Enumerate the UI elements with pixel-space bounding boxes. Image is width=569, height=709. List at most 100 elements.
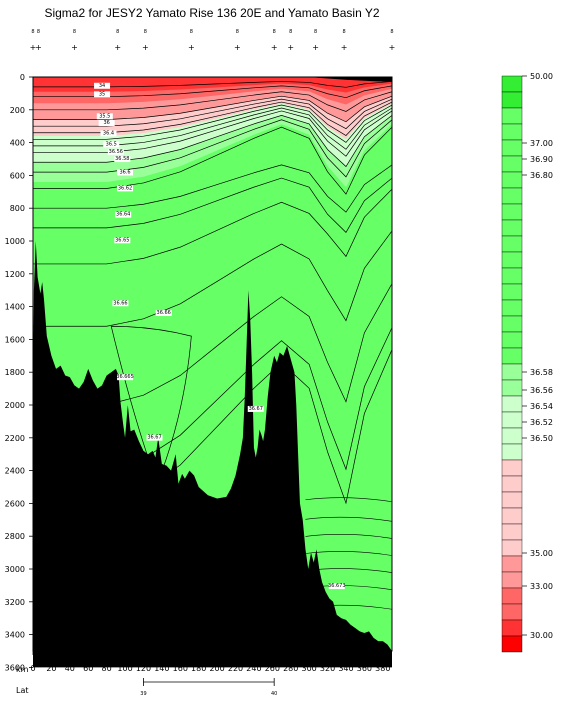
y-tick-label: 1400	[5, 303, 25, 312]
station-markers: 8 +8 +8 +8 +8 +8 +8 +8 +8 +8 +8 +8 +	[30, 29, 396, 52]
contour-line	[33, 110, 393, 157]
y-tick-label: 400	[10, 139, 25, 148]
y-tick-label: 2000	[5, 401, 25, 410]
x-tick-label: 260	[265, 664, 280, 673]
x-tick-label: 180	[191, 664, 206, 673]
colorbar-segment	[501, 379, 523, 397]
contour-label: 36.66	[157, 310, 171, 316]
contour-label-group: 36.58	[114, 156, 131, 163]
y-tick-label: 1200	[5, 270, 25, 279]
contour-label-bg	[107, 148, 124, 155]
station-label: 8	[73, 29, 76, 35]
contour-line	[33, 98, 393, 130]
contour-label-bg	[247, 405, 264, 412]
colorbar-label: 36.50	[530, 434, 553, 443]
contour-label-bg	[115, 211, 132, 218]
colorbar-segment	[501, 411, 523, 429]
colorbar-segment	[501, 491, 523, 509]
colorbar: 50.00 37.00 36.90 36.80 36.58 36.56 36.54 36.52…	[501, 72, 553, 653]
contour-label: 36.65	[115, 237, 129, 243]
lat-axis-label: Lat	[16, 686, 29, 695]
x-tick-label: 60	[83, 664, 93, 673]
contour-label-group: 36.56	[107, 148, 124, 155]
station-marker: +	[71, 43, 78, 52]
x-tick-label: 20	[46, 664, 56, 673]
contour-label-group: 35.5	[96, 113, 113, 120]
contour-label: 36.673	[328, 583, 346, 589]
chart-title: Sigma2 for JESY2 Yamato Rise 136 20E and…	[44, 6, 379, 20]
contour-label-bg	[117, 169, 134, 176]
lat-tick-label: 39	[140, 691, 146, 697]
contour-label: 36.64	[116, 212, 130, 218]
colorbar-label: 37.00	[530, 139, 553, 148]
colorbar-segment	[501, 235, 523, 253]
y-axis: 0 200 400 600 800 1000 1200 1400 1600 1800 2000 220…	[5, 73, 33, 672]
colorbar-segment	[501, 251, 523, 269]
colorbar-segment	[501, 331, 523, 349]
x-tick-label: 40	[65, 664, 75, 673]
contour-label: 35.5	[99, 113, 110, 119]
contour-label-bg	[328, 583, 345, 590]
contour-label: 36.6	[119, 170, 130, 176]
contour-label-group: 36.62	[117, 185, 134, 192]
contour-label-bg	[117, 374, 134, 381]
station-marker: +	[114, 43, 121, 52]
contour-line	[33, 115, 393, 168]
station-marker: +	[35, 43, 42, 52]
colorbar-label: 50.00	[530, 72, 553, 81]
colorbar-segment	[501, 523, 523, 541]
colorbar-segment	[501, 171, 523, 189]
station-label: 8	[390, 29, 393, 35]
colorbar-segment	[501, 139, 523, 157]
deep-contour	[305, 534, 393, 539]
contour-line	[33, 104, 393, 143]
colorbar-segment	[501, 75, 523, 93]
contour-label: 35	[99, 91, 105, 97]
x-tick-label: 140	[154, 664, 169, 673]
y-tick-label: 3400	[5, 631, 25, 640]
colorbar-segment	[501, 571, 523, 589]
x-tick-label: 320	[320, 664, 335, 673]
contour-label-group: 36.5	[103, 141, 120, 148]
contour-label-bg	[94, 91, 111, 98]
contour-label-bg	[94, 82, 111, 89]
contour-label: 36.56	[109, 149, 123, 155]
contour-label-group: 36.66	[155, 310, 172, 317]
contour-label-bg	[114, 156, 131, 163]
station-marker: +	[234, 43, 241, 52]
y-tick-label: 1600	[5, 335, 25, 344]
x-tick-label: 200	[209, 664, 224, 673]
colorbar-segment	[501, 459, 523, 477]
colorbar-segment	[501, 619, 523, 637]
plot-frame	[32, 76, 393, 652]
colorbar-segment	[501, 91, 523, 109]
contour-label: 36.665	[116, 374, 134, 380]
colorbar-segment	[501, 555, 523, 573]
contour-label-group: 36.66	[112, 300, 129, 307]
station-label: 8	[144, 29, 147, 35]
contour-label: 36.67	[249, 406, 263, 412]
contour-label-group: 36.67	[247, 405, 264, 412]
lat-axis: 39 40	[140, 678, 277, 697]
deep-contour	[305, 551, 393, 556]
contour-label-group: 34	[94, 82, 111, 89]
contour-label-bg	[112, 300, 129, 307]
x-tick-label: 240	[246, 664, 261, 673]
contour-line	[33, 91, 393, 112]
colorbar-segment	[501, 507, 523, 525]
contour-label-group: 36.4	[100, 130, 117, 137]
station-label: 8	[289, 29, 292, 35]
station-label: 8	[236, 29, 239, 35]
contour-label-bg	[96, 113, 113, 120]
y-tick-label: 600	[10, 171, 25, 180]
colorbar-segment	[501, 363, 523, 381]
colorbar-label: 33.00	[530, 582, 553, 591]
station-label: 8	[343, 29, 346, 35]
contour-line	[33, 177, 393, 233]
colorbar-segment	[501, 187, 523, 205]
colorbar-segment	[501, 427, 523, 445]
y-tick-label: 3600	[5, 663, 25, 672]
x-tick-label: 380	[375, 664, 390, 673]
colorbar-label: 36.54	[530, 402, 553, 411]
